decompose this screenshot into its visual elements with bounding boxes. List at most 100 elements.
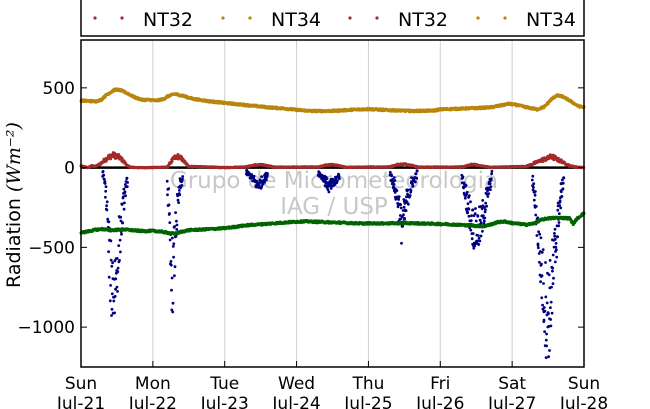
data-point bbox=[388, 170, 392, 174]
data-point bbox=[479, 221, 483, 225]
data-point bbox=[178, 189, 181, 192]
data-point bbox=[532, 198, 536, 202]
data-point bbox=[338, 177, 341, 181]
data-point bbox=[407, 202, 410, 206]
x-tick-label-day: Tue bbox=[209, 374, 239, 394]
data-point bbox=[117, 153, 121, 156]
data-point bbox=[473, 212, 477, 216]
data-point bbox=[471, 232, 475, 235]
x-tick-label-date: Jul-26 bbox=[415, 394, 464, 409]
data-point bbox=[551, 266, 555, 270]
data-point bbox=[120, 156, 124, 160]
data-point bbox=[172, 255, 176, 259]
data-point bbox=[476, 239, 479, 243]
data-point bbox=[469, 228, 473, 232]
data-point bbox=[559, 206, 563, 210]
data-point bbox=[551, 269, 554, 273]
data-point bbox=[168, 221, 172, 225]
x-tick-label-date: Jul-22 bbox=[128, 394, 177, 409]
data-point bbox=[404, 209, 408, 213]
data-point bbox=[390, 174, 394, 178]
data-point bbox=[325, 177, 329, 181]
data-point bbox=[544, 338, 548, 342]
data-point bbox=[395, 189, 399, 193]
data-point bbox=[170, 288, 173, 292]
legend-label: NT32 bbox=[143, 9, 193, 31]
legend: NT32 NT34 NT32 NT34 bbox=[80, 0, 585, 37]
data-point bbox=[116, 266, 120, 270]
series-shortwave-up bbox=[79, 151, 586, 170]
data-point bbox=[124, 194, 127, 198]
x-axis: SunJul-21MonJul-22TueJul-23WedJul-24ThuJ… bbox=[56, 361, 608, 409]
x-tick-label-date: Jul-25 bbox=[343, 394, 392, 409]
data-point bbox=[471, 208, 475, 212]
data-point bbox=[123, 190, 127, 194]
x-tick-label-date: Jul-28 bbox=[559, 394, 608, 409]
data-point bbox=[174, 211, 178, 215]
data-point bbox=[487, 192, 491, 196]
data-point bbox=[181, 177, 184, 181]
data-point bbox=[552, 276, 555, 280]
data-point bbox=[105, 204, 108, 208]
data-point bbox=[409, 189, 413, 193]
data-point bbox=[490, 169, 494, 173]
data-point bbox=[540, 262, 543, 266]
y-tick-label: −500 bbox=[28, 238, 75, 258]
data-point bbox=[540, 251, 544, 254]
x-tick-label-day: Wed bbox=[278, 374, 315, 394]
data-point bbox=[557, 221, 561, 224]
data-point bbox=[170, 159, 174, 163]
data-point bbox=[478, 218, 482, 222]
data-point bbox=[393, 179, 397, 182]
data-point bbox=[122, 207, 126, 211]
data-point bbox=[481, 229, 484, 233]
data-point bbox=[532, 185, 535, 189]
data-point bbox=[489, 177, 493, 181]
data-point bbox=[116, 290, 119, 293]
data-point bbox=[532, 182, 536, 186]
data-point bbox=[483, 216, 487, 220]
data-point bbox=[481, 214, 485, 218]
x-tick-label-day: Thu bbox=[351, 374, 384, 394]
data-point bbox=[400, 241, 403, 245]
data-point bbox=[481, 199, 485, 202]
data-point bbox=[561, 187, 565, 191]
data-point bbox=[266, 172, 269, 175]
data-point bbox=[545, 301, 549, 305]
data-point bbox=[168, 212, 171, 215]
legend-entry: NT32 bbox=[348, 9, 448, 31]
data-point bbox=[403, 217, 406, 220]
data-point bbox=[115, 285, 119, 289]
data-point bbox=[263, 180, 267, 184]
data-point bbox=[478, 239, 482, 243]
watermark-line-2: IAG / USP bbox=[280, 194, 388, 220]
data-point bbox=[175, 219, 178, 223]
data-point bbox=[104, 189, 108, 193]
data-point bbox=[463, 196, 467, 200]
data-point bbox=[172, 242, 176, 246]
data-point bbox=[562, 176, 566, 180]
data-point bbox=[559, 190, 563, 194]
data-point bbox=[109, 239, 113, 243]
data-point bbox=[392, 183, 396, 186]
data-point bbox=[104, 185, 108, 189]
data-point bbox=[553, 227, 557, 231]
data-point bbox=[541, 303, 544, 307]
data-point bbox=[119, 250, 122, 254]
data-point bbox=[467, 194, 471, 198]
data-point bbox=[545, 344, 548, 348]
data-point bbox=[537, 230, 540, 234]
data-point bbox=[556, 208, 560, 212]
data-point bbox=[553, 237, 557, 241]
data-point bbox=[171, 310, 175, 314]
data-point bbox=[461, 175, 465, 179]
data-point bbox=[549, 324, 553, 328]
data-point bbox=[550, 285, 553, 289]
data-point bbox=[467, 207, 471, 211]
data-point bbox=[415, 176, 419, 180]
data-point bbox=[125, 176, 129, 180]
data-point bbox=[413, 180, 417, 184]
data-point bbox=[173, 274, 176, 278]
legend-entry: NT32 bbox=[93, 9, 193, 31]
data-point bbox=[558, 204, 561, 207]
